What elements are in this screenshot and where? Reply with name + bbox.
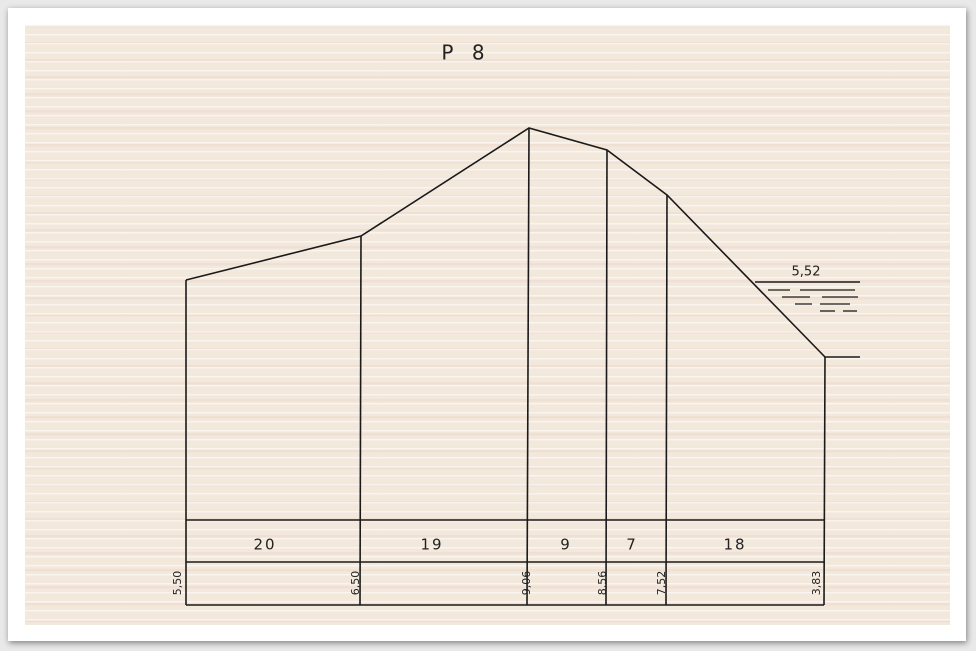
elevation-label: 9,06 — [520, 571, 533, 596]
elevation-label: 8,56 — [596, 571, 609, 596]
vertical — [526, 127, 530, 606]
terrain-profile — [185, 127, 860, 358]
vertical — [665, 194, 668, 606]
segment-length: 9 — [560, 536, 572, 554]
segment-length: 7 — [626, 536, 638, 554]
elevation-label: 7,52 — [655, 571, 668, 596]
segment-length: 20 — [253, 536, 276, 554]
paper — [25, 25, 950, 625]
segment-length: 19 — [420, 536, 443, 554]
vertical — [823, 356, 826, 606]
title: P 8 — [441, 41, 490, 65]
elevation-label: 3,83 — [810, 571, 823, 596]
vertical — [359, 235, 362, 606]
vertical — [605, 149, 608, 606]
segment-length: 18 — [723, 536, 746, 554]
elevation-label: 5,50 — [171, 571, 184, 596]
elevation-label: 6,50 — [349, 571, 362, 596]
water-level-label: 5,52 — [792, 265, 821, 280]
